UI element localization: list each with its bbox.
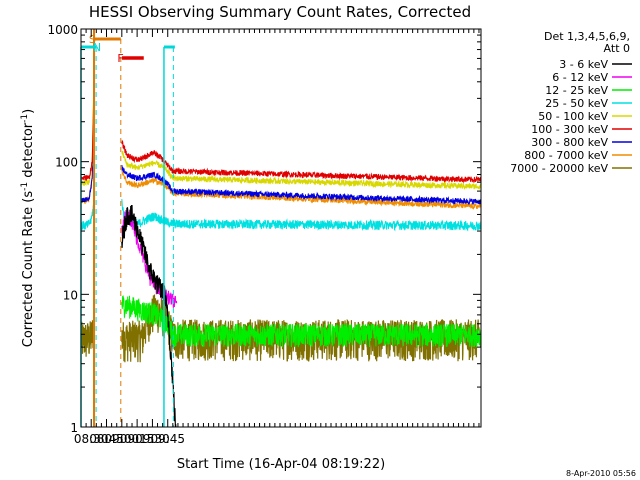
legend-label: 3 - 6 keV [559,58,608,71]
x-tick-label: 09:45 [150,432,185,446]
y-tick-label: 100 [55,156,78,170]
y-axis-label-sup1: -1 [20,182,30,191]
y-tick-label: 1000 [47,23,78,37]
series-line [121,204,177,428]
y-axis: 1 10 100 1000 [47,23,481,435]
x-tick-label: 09:00 [105,432,140,446]
legend-label: 800 - 7000 keV [524,149,608,162]
y-axis-label-mid: detector [21,122,36,182]
legend-label: 6 - 12 keV [552,71,608,84]
flag-label-f: F [117,52,123,65]
legend-label: 7000 - 20000 keV [510,162,608,175]
legend-title: Det 1,3,4,5,6,9, [544,30,630,43]
legend-subtitle: Att 0 [604,42,630,55]
x-tick-label: 08:30 [74,432,109,446]
y-tick-label: 1 [70,421,78,435]
series-line [80,95,95,181]
x-tick-label: 08:45 [89,432,124,446]
series-line [121,164,482,205]
chart-title: HESSI Observing Summary Count Rates, Cor… [89,3,471,21]
legend-label: 50 - 100 keV [538,110,608,123]
legend-label: 100 - 300 keV [531,123,608,136]
series-line [80,90,95,205]
x-axis-label: Start Time (16-Apr-04 08:19:22) [177,457,385,472]
series-line [80,104,95,204]
flag-label-n: N [93,41,101,54]
series-line [121,139,482,184]
y-axis-label-main: Corrected Count Rate (s [21,191,36,348]
series-line [80,318,95,357]
series-line [121,150,482,191]
legend-label: 300 - 800 keV [531,136,608,149]
y-axis-label-end: ) [21,109,36,114]
data-layer: SN F [80,29,482,428]
plot-frame [80,28,482,428]
series-line [121,295,482,348]
x-tick-label: 09:30 [135,432,170,446]
y-tick-label: 10 [63,288,78,302]
legend-label: 12 - 25 keV [545,84,608,97]
series-line [121,199,482,232]
timestamp: 8-Apr-2010 05:56 [566,469,636,478]
flag-label-s: S [89,33,96,46]
legend-label: 25 - 50 keV [545,97,608,110]
x-tick-label: 09:15 [120,432,155,446]
series-line [80,203,94,231]
y-axis-label: Corrected Count Rate (s-1 detector-1) [20,109,36,347]
y-axis-label-sup2: -1 [20,114,30,123]
